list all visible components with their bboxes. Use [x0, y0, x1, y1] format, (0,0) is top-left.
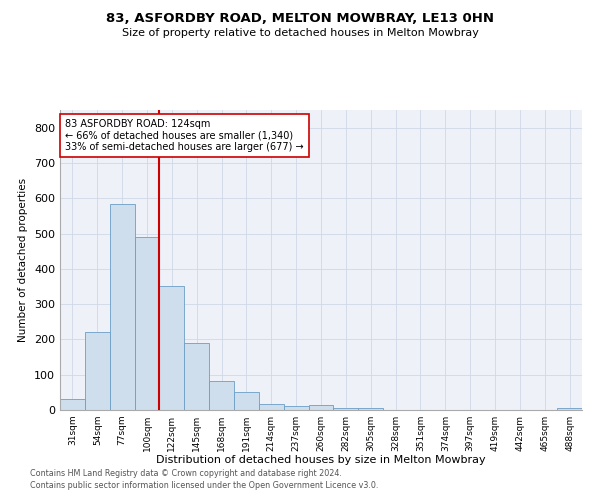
Bar	[184, 343, 209, 410]
Text: 83, ASFORDBY ROAD, MELTON MOWBRAY, LE13 0HN: 83, ASFORDBY ROAD, MELTON MOWBRAY, LE13 …	[106, 12, 494, 26]
Bar	[334, 408, 358, 410]
Bar	[308, 406, 334, 410]
Bar	[134, 237, 160, 410]
Bar	[234, 392, 259, 410]
Bar	[110, 204, 134, 410]
Bar	[160, 286, 184, 410]
Bar	[259, 404, 284, 410]
Text: Contains public sector information licensed under the Open Government Licence v3: Contains public sector information licen…	[30, 481, 379, 490]
Text: Size of property relative to detached houses in Melton Mowbray: Size of property relative to detached ho…	[122, 28, 478, 38]
Bar	[209, 381, 234, 410]
Bar	[85, 332, 110, 410]
Y-axis label: Number of detached properties: Number of detached properties	[19, 178, 28, 342]
Bar	[284, 406, 308, 410]
Bar	[358, 408, 383, 410]
Text: 83 ASFORDBY ROAD: 124sqm
← 66% of detached houses are smaller (1,340)
33% of sem: 83 ASFORDBY ROAD: 124sqm ← 66% of detach…	[65, 119, 304, 152]
Text: Distribution of detached houses by size in Melton Mowbray: Distribution of detached houses by size …	[156, 455, 486, 465]
Bar	[557, 408, 582, 410]
Text: Contains HM Land Registry data © Crown copyright and database right 2024.: Contains HM Land Registry data © Crown c…	[30, 468, 342, 477]
Bar	[60, 400, 85, 410]
